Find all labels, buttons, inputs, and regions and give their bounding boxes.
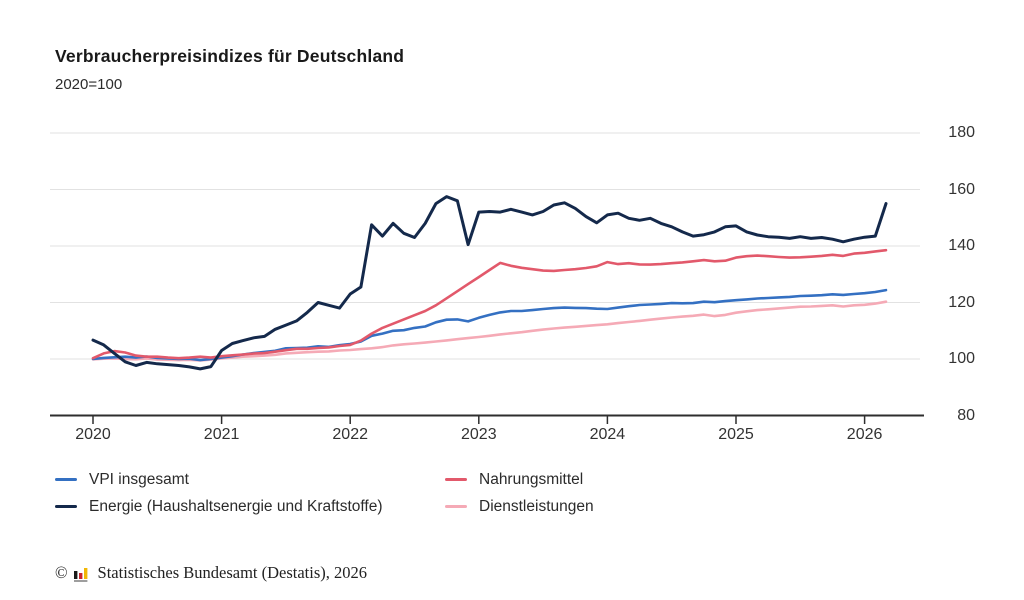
copyright-sign: ©: [55, 563, 68, 582]
legend-swatch-energie: [55, 504, 77, 509]
x-tick-label-2024: 2024: [589, 426, 626, 443]
legend-row: Energie (Haushaltsenergie und Kraftstoff…: [55, 493, 935, 520]
x-tick-label-2026: 2026: [846, 426, 883, 443]
legend-label-nahrungsmittel: Nahrungsmittel: [479, 470, 584, 488]
plot-series: [91, 195, 888, 371]
legend-item-dienstleistungen[interactable]: Dienstleistungen: [445, 498, 594, 516]
legend-row: VPI insgesamt Nahrungsmittel: [55, 466, 935, 493]
y-tick-label-180: 180: [948, 124, 975, 141]
series-line-2: [91, 195, 888, 371]
destatis-logo-icon: [73, 568, 87, 582]
chart-legend: VPI insgesamt Nahrungsmittel Energie (Ha…: [55, 466, 935, 520]
x-tick-label-2020: 2020: [75, 426, 111, 443]
legend-item-vpi-insgesamt[interactable]: VPI insgesamt: [55, 471, 445, 489]
series-line-0: [91, 288, 888, 362]
source-line: © Statistisches Bundesamt (Destatis), 20…: [55, 563, 367, 583]
x-tick-label-2025: 2025: [718, 426, 754, 443]
y-tick-label-160: 160: [948, 180, 975, 198]
legend-label-vpi: VPI insgesamt: [89, 470, 189, 488]
legend-swatch-nahrungsmittel: [445, 477, 467, 482]
y-tick-label-140: 140: [948, 237, 975, 254]
chart-title: Verbraucherpreisindizes für Deutschland: [55, 46, 405, 66]
legend-label-energie: Energie (Haushaltsenergie und Kraftstoff…: [89, 497, 383, 515]
x-tick-label-2021: 2021: [203, 426, 240, 443]
chart-subtitle: 2020=100: [55, 76, 123, 93]
series-line-3: [91, 300, 888, 362]
legend-swatch-dienstleistungen: [445, 504, 467, 509]
x-tick-label-2023: 2023: [461, 426, 497, 443]
legend-swatch-vpi: [55, 477, 77, 482]
legend-item-energie[interactable]: Energie (Haushaltsenergie und Kraftstoff…: [55, 498, 445, 516]
legend-item-nahrungsmittel[interactable]: Nahrungsmittel: [445, 471, 583, 489]
legend-label-dienstleistungen: Dienstleistungen: [479, 497, 594, 515]
x-tick-label-2022: 2022: [332, 426, 368, 443]
y-tick-label-100: 100: [948, 350, 975, 367]
x-axis: [50, 414, 924, 424]
source-text: Statistisches Bundesamt (Destatis), 2026: [97, 563, 368, 582]
gridlines: [50, 132, 920, 360]
y-tick-label-120: 120: [948, 293, 975, 311]
chart-header: Verbraucherpreisindizes für Deutschland …: [55, 46, 404, 93]
series-line-1: [91, 248, 888, 360]
y-tick-label-80: 80: [957, 406, 975, 424]
